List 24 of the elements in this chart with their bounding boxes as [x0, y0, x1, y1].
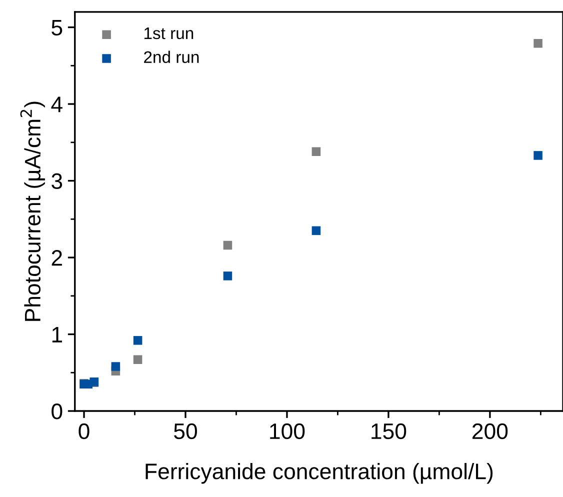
point: [534, 39, 542, 48]
y-tick-label: 3: [52, 173, 62, 190]
y-tick-label: 0: [52, 404, 62, 420]
point: [133, 355, 142, 364]
x-tick-label: 50: [174, 423, 197, 440]
y-tick-label: 2: [52, 250, 62, 266]
point: [223, 240, 232, 250]
y-axis-title: Photocurrent (µA/cm$^{2}$): [20, 102, 45, 321]
y-tick-label: 1: [52, 327, 62, 342]
y-tick-label: 5: [52, 20, 62, 36]
legend-label: 1st run: [144, 28, 194, 40]
point: [223, 272, 232, 280]
point: [312, 147, 321, 156]
y-tick-label: 4: [51, 96, 62, 112]
x-axis-title: Ferricyanide concentration (µmol/L): [146, 462, 493, 484]
x-tick-label: 150: [372, 423, 406, 440]
x-tick-label: 100: [270, 423, 305, 440]
point: [111, 362, 120, 371]
x-tick-label: 0: [78, 423, 90, 440]
legend-label: 2nd run: [144, 50, 199, 64]
point: [312, 226, 321, 236]
point: [133, 336, 142, 345]
x-tick-label: 200: [472, 423, 508, 440]
point: [534, 151, 542, 160]
